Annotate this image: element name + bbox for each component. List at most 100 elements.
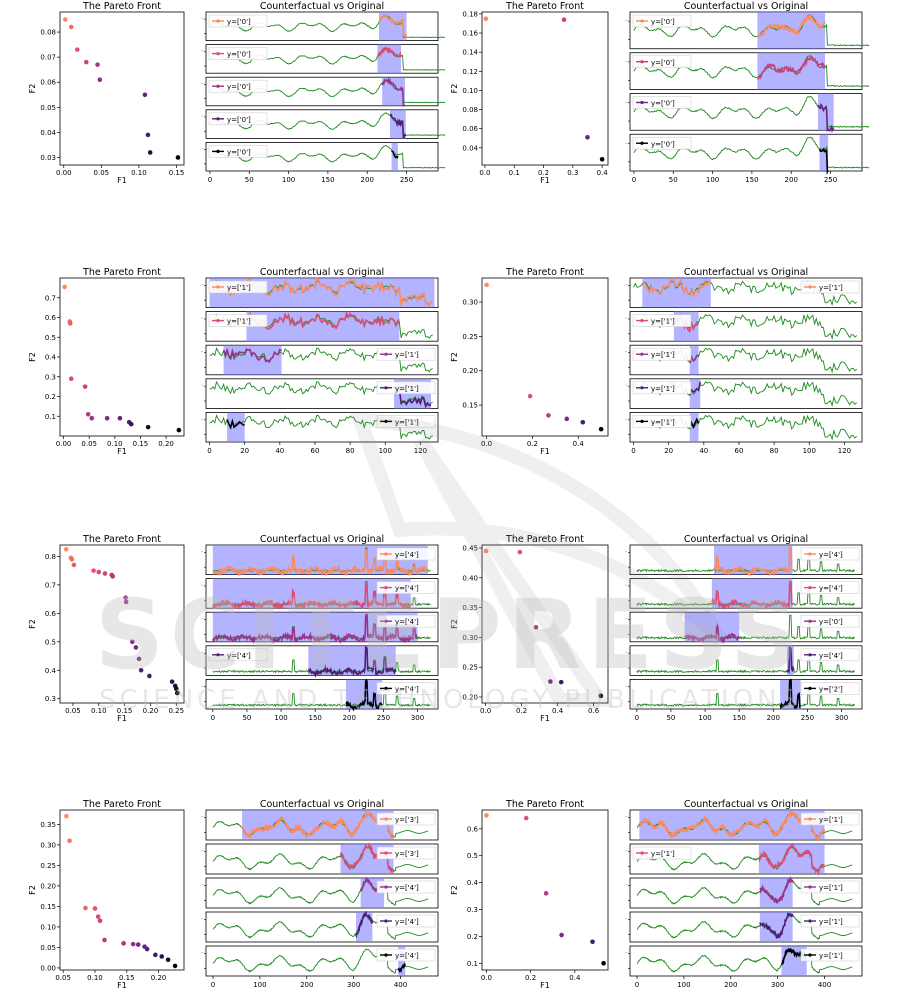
legend-box — [208, 14, 268, 28]
pareto-point — [95, 62, 100, 67]
x-tick-label: 200 — [343, 714, 356, 722]
pareto-point — [117, 415, 123, 421]
x-tick-label: 200 — [724, 981, 737, 989]
x-tick-label: 0.15 — [169, 169, 185, 177]
pareto-point — [175, 155, 181, 160]
original-series — [209, 144, 446, 169]
pareto-point — [91, 568, 96, 573]
legend-label: y=['4'] — [395, 551, 419, 559]
x-tick-label: 100 — [282, 176, 295, 184]
y-tick-label: 0.6 — [45, 314, 57, 322]
y-tick-label: 0.30 — [462, 634, 478, 642]
x-tick-label: 20 — [240, 447, 249, 455]
legend-box — [800, 280, 860, 294]
counterfactual-chart-7: Counterfactual vs Original · y=['1'] · y=['1… — [625, 267, 863, 455]
x-axis-label: F1 — [540, 176, 550, 185]
y-tick-label: · — [625, 882, 627, 889]
legend-box — [376, 914, 436, 928]
x-tick-label: 250 — [801, 714, 814, 722]
y-tick-label: · — [625, 650, 627, 657]
x-tick-label: 0 — [632, 176, 636, 184]
x-tick-label: 40 — [275, 447, 284, 455]
counterfactual-series — [818, 147, 829, 175]
x-tick-label: 400 — [818, 981, 831, 989]
legend-marker — [216, 117, 220, 121]
legend-marker — [808, 586, 812, 590]
legend-label: y=['0'] — [227, 116, 251, 124]
pareto-point — [62, 284, 67, 290]
y-tick-label: 0.05 — [40, 944, 56, 952]
counterfactual-series — [641, 277, 712, 299]
pareto-point — [527, 393, 533, 399]
legend-box — [800, 812, 860, 826]
x-tick-label: 200 — [300, 981, 313, 989]
legend-label: y=['1'] — [651, 850, 675, 858]
pareto-chart-6: The Pareto Front F1 F2 0.0 0.2 0.4 0.15 0.20 0.2… — [450, 267, 609, 456]
highlight-region — [382, 77, 405, 106]
counterfactual-series — [241, 811, 395, 842]
y-tick-label: · — [201, 16, 203, 23]
original-series — [636, 648, 855, 674]
counterfactual-series — [786, 646, 795, 674]
y-axis-label: F2 — [28, 885, 37, 895]
legend-label: y=['0'] — [651, 59, 675, 67]
x-tick-label: 0.10 — [131, 169, 147, 177]
legend-marker — [384, 552, 388, 556]
y-tick-label: · — [625, 549, 627, 556]
y-tick-label: · — [625, 383, 627, 390]
cf-panel: · y=['1'] — [625, 875, 863, 909]
x-tick-label: 150 — [732, 714, 745, 722]
y-tick-label: · — [201, 383, 203, 390]
pareto-point — [561, 17, 567, 22]
original-series — [212, 681, 431, 708]
legend-label: y=['4'] — [395, 685, 419, 693]
legend-box — [376, 415, 436, 428]
legend-marker — [384, 686, 388, 690]
pareto-point — [147, 150, 153, 155]
chart-title: Counterfactual vs Original — [260, 799, 384, 810]
y-tick-label: 0.45 — [462, 544, 478, 552]
y-tick-label: · — [201, 848, 203, 855]
y-tick-label: · — [625, 683, 627, 690]
legend-box — [208, 112, 268, 126]
legend-marker — [216, 19, 220, 23]
pareto-point — [123, 599, 129, 605]
counterfactual-series — [711, 580, 794, 610]
legend-label: y=['1'] — [227, 318, 251, 326]
original-series — [212, 948, 429, 974]
legend-label: y=['1'] — [819, 952, 843, 960]
plot-frame — [59, 11, 185, 166]
original-series — [633, 136, 870, 169]
highlight-region — [689, 378, 701, 409]
y-tick-label: 0.10 — [40, 923, 56, 931]
legend-marker — [384, 919, 388, 923]
legend-label: y=['0'] — [227, 18, 251, 26]
legend-box — [376, 812, 436, 826]
cf-panel: · y=['1'] — [201, 378, 439, 409]
y-axis-label: F2 — [450, 619, 459, 629]
pareto-point — [64, 813, 69, 819]
legend-marker — [808, 817, 812, 821]
plot-frame — [59, 809, 185, 971]
pareto-chart-12: The Pareto Front F1 F2 0.05 0.10 0.15 0.20 0.00… — [28, 799, 185, 990]
highlight-region — [377, 44, 402, 74]
chart-title: Counterfactual vs Original — [260, 534, 384, 545]
y-tick-label: · — [625, 18, 627, 25]
pareto-point — [71, 562, 77, 568]
highlight-region — [786, 645, 794, 676]
y-tick-label: 0.12 — [462, 68, 478, 76]
legend-box — [632, 846, 692, 860]
y-tick-label: · — [201, 549, 203, 556]
pareto-point — [546, 413, 551, 418]
pareto-point — [173, 686, 179, 692]
y-tick-label: 0.3 — [45, 695, 56, 703]
highlight-region — [817, 93, 834, 131]
y-tick-label: 0.04 — [40, 129, 56, 137]
legend-box — [376, 347, 436, 361]
counterfactual-series — [307, 646, 397, 679]
pareto-point — [97, 77, 103, 83]
legend-marker — [384, 419, 388, 423]
x-tick-label: 100 — [706, 176, 719, 184]
legend-box — [632, 136, 692, 150]
plot-frame — [481, 809, 609, 971]
